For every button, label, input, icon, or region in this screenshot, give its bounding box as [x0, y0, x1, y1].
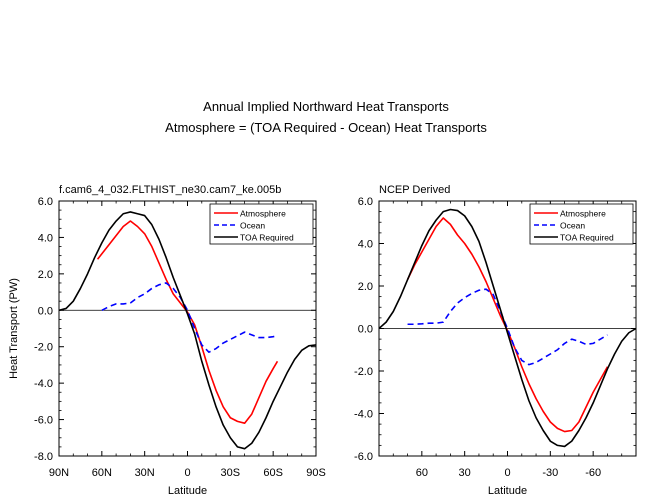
x-axis-label: Latitude — [488, 485, 527, 497]
x-tick-label: 30N — [135, 467, 155, 479]
x-tick-label: 60S — [263, 467, 283, 479]
series-line-atmosphere — [96, 220, 279, 425]
y-tick-label: 0.0 — [358, 324, 373, 336]
figure-title: Annual Implied Northward Heat Transports — [203, 99, 449, 114]
series-line-ocean — [101, 282, 278, 353]
x-tick-label: -30 — [542, 467, 558, 479]
series-group — [59, 211, 316, 450]
model-transport-panel: f.cam6_4_032.FLTHIST_ne30.cam7_ke.005b -8… — [8, 184, 326, 497]
series-line-toa-required — [379, 208, 636, 448]
x-tick-label: -60 — [585, 467, 601, 479]
y-tick-label: 2.0 — [358, 281, 373, 293]
series-group — [379, 208, 636, 448]
legend-box — [209, 203, 314, 245]
y-tick-label: -6.0 — [34, 415, 53, 427]
y-tick-label: -4.0 — [354, 409, 373, 421]
y-tick-label: 0.0 — [38, 305, 53, 317]
series-line-ocean — [407, 288, 608, 366]
ncep-transport-panel: NCEP Derived -6.0 -4.0 -2.0 0.0 2.0 4.0 6.0 60 30… — [354, 184, 637, 497]
x-tick-label: 30 — [459, 467, 471, 479]
legend: Atmosphere Ocean TOA Required — [529, 203, 634, 245]
x-tick-label: 0 — [504, 467, 510, 479]
y-tick-label: -2.0 — [34, 342, 53, 354]
x-tick-label: 90N — [49, 467, 69, 479]
y-tick-label: 4.0 — [358, 239, 373, 251]
x-axis-label: Latitude — [168, 485, 207, 497]
y-tick-label: -2.0 — [354, 366, 373, 378]
figure-subtitle: Atmosphere = (TOA Required - Ocean) Heat… — [165, 120, 487, 135]
x-tick-label: 90S — [306, 467, 326, 479]
legend-label: Atmosphere — [560, 209, 606, 219]
y-axis-label: Heat Transport (PW) — [8, 278, 20, 379]
series-line-atmosphere — [406, 217, 609, 433]
y-tick-label: 4.0 — [38, 232, 53, 244]
x-tick-label: 0 — [184, 467, 190, 479]
y-tick-label: -6.0 — [354, 451, 373, 463]
y-tick-label: -4.0 — [34, 378, 53, 390]
legend: Atmosphere Ocean TOA Required — [209, 203, 314, 245]
panel-title: NCEP Derived — [379, 184, 450, 196]
series-line-toa-required — [59, 211, 316, 450]
y-tick-label: -8.0 — [34, 451, 53, 463]
legend-label: Ocean — [560, 221, 585, 231]
legend-label: Atmosphere — [240, 209, 286, 219]
legend-label: TOA Required — [240, 233, 294, 243]
legend-label: TOA Required — [560, 233, 614, 243]
panel-title: f.cam6_4_032.FLTHIST_ne30.cam7_ke.005b — [59, 184, 281, 196]
y-tick-label: 2.0 — [38, 269, 53, 281]
legend-label: Ocean — [240, 221, 265, 231]
y-tick-label: 6.0 — [358, 196, 373, 208]
x-tick-label: 60N — [92, 467, 112, 479]
y-tick-label: 6.0 — [38, 196, 53, 208]
x-tick-label: 60 — [416, 467, 428, 479]
x-tick-label: 30S — [221, 467, 241, 479]
